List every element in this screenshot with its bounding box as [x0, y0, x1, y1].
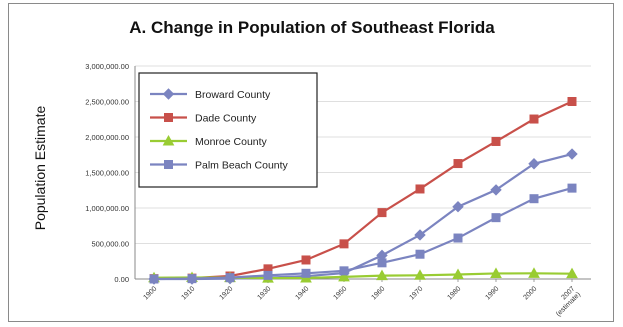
x-tick-label: 1920	[218, 285, 234, 301]
data-point-monroe-county	[528, 267, 540, 278]
data-point-palm-beach-county	[491, 213, 501, 223]
x-tick-label: 1970	[408, 285, 424, 301]
data-point-monroe-county	[490, 267, 502, 278]
legend-label-monroe-county: Monroe County	[195, 136, 268, 148]
data-point-palm-beach-county	[149, 274, 159, 284]
data-point-palm-beach-county	[377, 258, 387, 268]
data-point-monroe-county	[338, 270, 350, 282]
x-tick-label: 2000	[522, 285, 538, 301]
data-point-monroe-county	[414, 269, 426, 280]
x-tick-label: 2007(estimate)	[549, 285, 582, 318]
x-tick-label: 1990	[484, 285, 500, 301]
y-tick-label: 500,000.00	[91, 240, 129, 249]
data-point-broward-county	[528, 158, 540, 170]
legend-label-broward-county: Broward County	[195, 89, 271, 101]
data-point-broward-county	[566, 148, 578, 160]
data-point-monroe-county	[452, 268, 464, 280]
data-point-monroe-county	[376, 269, 388, 281]
chart-title: A. Change in Population of Southeast Flo…	[129, 18, 495, 37]
data-point-broward-county	[490, 184, 502, 196]
legend-label-dade-county: Dade County	[195, 113, 257, 125]
y-tick-label: 3,000,000.00	[85, 62, 129, 71]
data-point-broward-county	[414, 229, 426, 241]
series-line-palm-beach-county	[153, 187, 573, 281]
data-point-dade-county	[415, 184, 425, 194]
x-tick-label: 1910	[180, 285, 196, 301]
x-tick-label: 1950	[332, 285, 348, 301]
legend-label-palm-beach-county: Palm Beach County	[195, 160, 289, 172]
series-layer	[148, 97, 578, 285]
data-point-dade-county	[301, 255, 311, 265]
data-point-dade-county	[453, 159, 463, 169]
y-tick-label: 2,500,000.00	[85, 98, 129, 107]
data-point-palm-beach-county	[339, 266, 349, 276]
x-tick-label: 1980	[446, 285, 462, 301]
legend-marker-palm-beach-county	[164, 160, 173, 169]
data-point-dade-county	[567, 97, 577, 106]
data-point-palm-beach-county	[187, 274, 197, 284]
chart-frame: A. Change in Population of Southeast Flo…	[8, 3, 614, 322]
x-tick-label: 1940	[294, 285, 310, 301]
data-point-dade-county	[491, 136, 501, 146]
data-point-palm-beach-county	[225, 273, 235, 283]
data-point-palm-beach-county	[301, 268, 311, 278]
y-tick-label: 0.00	[114, 275, 129, 284]
x-tick-label: 1930	[256, 285, 272, 301]
data-point-palm-beach-county	[263, 270, 273, 280]
y-tick-label: 1,500,000.00	[85, 169, 129, 178]
data-point-monroe-county	[566, 267, 578, 279]
data-point-palm-beach-county	[529, 194, 539, 204]
data-point-dade-county	[339, 239, 349, 249]
legend: Broward County Dade County Monroe County Pa…	[138, 72, 318, 188]
y-tick-label: 1,000,000.00	[85, 204, 129, 213]
y-axis-label: Population Estimate	[32, 106, 48, 231]
y-tick-label: 2,000,000.00	[85, 133, 129, 142]
legend-marker-broward-county	[162, 88, 175, 100]
data-point-palm-beach-county	[453, 233, 463, 243]
series-line-dade-county	[153, 100, 573, 280]
data-point-palm-beach-county	[567, 183, 577, 193]
data-point-palm-beach-county	[415, 249, 425, 259]
x-tick-label: 1960	[370, 285, 386, 301]
legend-marker-monroe-county	[162, 134, 175, 146]
x-tick-label: 1900	[142, 285, 158, 301]
data-point-dade-county	[529, 114, 539, 124]
legend-marker-dade-county	[164, 113, 173, 122]
chart-canvas: A. Change in Population of Southeast Flo…	[32, 18, 591, 318]
data-point-dade-county	[377, 208, 387, 218]
data-point-broward-county	[452, 201, 464, 213]
